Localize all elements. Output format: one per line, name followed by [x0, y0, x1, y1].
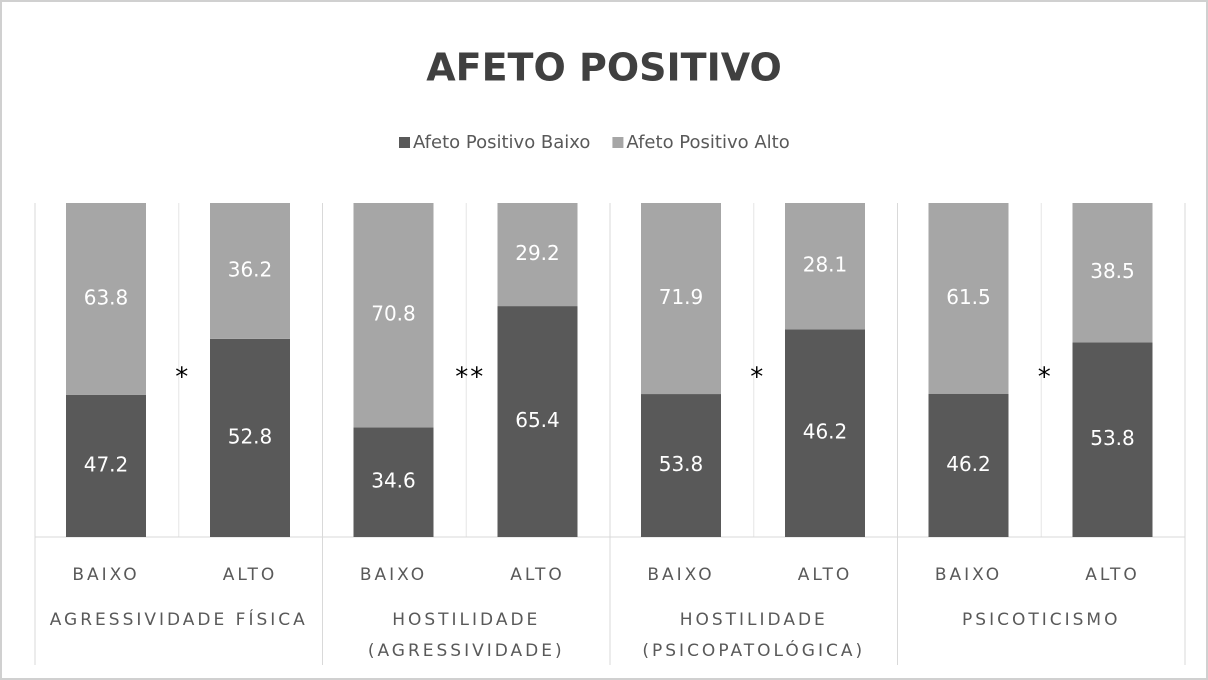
data-label: 52.8 [228, 424, 273, 448]
bar-segment [1072, 342, 1153, 537]
data-label: 47.2 [84, 452, 129, 476]
data-label: 46.2 [946, 452, 991, 476]
bar-segment [928, 203, 1009, 394]
data-label: 61.5 [946, 285, 991, 309]
legend-swatch [612, 137, 624, 148]
bar-segment [210, 338, 290, 537]
bar-segment [928, 393, 1009, 537]
bar-segment [66, 394, 146, 537]
significance-mark: * [175, 363, 190, 393]
x-tick-label: ALTO [223, 565, 278, 585]
group-label: AGRESSIVIDADE FÍSICA [50, 608, 308, 630]
legend-label: Afeto Positivo Baixo [413, 132, 590, 153]
group-label: HOSTILIDADE [392, 610, 540, 630]
data-label: 38.5 [1090, 259, 1135, 283]
x-tick-label: ALTO [798, 565, 853, 585]
x-tick-label: BAIXO [72, 565, 139, 585]
data-label: 36.2 [228, 257, 273, 281]
significance-mark: ** [455, 363, 485, 393]
bar-segment [353, 203, 434, 428]
bar-segment [66, 203, 146, 395]
group-label: PSICOTICISMO [962, 610, 1120, 630]
chart-title: AFETO POSITIVO [426, 46, 782, 90]
data-label: 53.8 [1090, 426, 1135, 450]
x-tick-label: ALTO [510, 565, 565, 585]
bar-segment [785, 203, 865, 330]
significance-mark: * [750, 363, 765, 393]
bar-segment [785, 329, 865, 537]
data-label: 71.9 [659, 285, 704, 309]
data-label: 46.2 [803, 420, 848, 444]
data-label: 53.8 [659, 452, 704, 476]
group-label: (AGRESSIVIDADE) [368, 641, 565, 661]
bar-segment [641, 203, 721, 395]
data-label: 29.2 [515, 241, 560, 265]
bar-segment [497, 203, 578, 307]
group-label: HOSTILIDADE [680, 610, 828, 630]
bar-segment [641, 394, 721, 537]
bar-segment [210, 203, 290, 339]
data-label: 70.8 [371, 302, 416, 326]
bar-segment [353, 427, 434, 537]
group-label: (PSICOPATOLÓGICA) [642, 639, 865, 661]
x-tick-label: BAIXO [360, 565, 427, 585]
legend-swatch [399, 137, 410, 148]
data-label: 65.4 [515, 408, 560, 432]
data-label: 34.6 [371, 469, 416, 493]
x-tick-label: BAIXO [647, 565, 714, 585]
x-tick-label: ALTO [1085, 565, 1140, 585]
bar-segment [1072, 203, 1153, 343]
data-label: 63.8 [84, 285, 129, 309]
significance-mark: * [1038, 363, 1053, 393]
legend-label: Afeto Positivo Alto [626, 132, 789, 153]
data-label: 28.1 [803, 253, 848, 277]
x-tick-label: BAIXO [935, 565, 1002, 585]
bar-segment [497, 306, 578, 537]
